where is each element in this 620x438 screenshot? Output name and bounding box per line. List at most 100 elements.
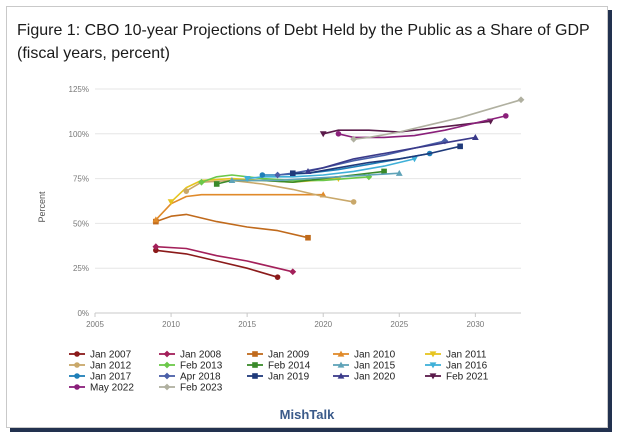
y-axis-ticks: 0% 25% 50% 75% 100% 125% (69, 85, 89, 318)
series-line (353, 99, 522, 140)
legend-item: May 2022 (69, 383, 134, 394)
legend-item: Jan 2008 (159, 350, 222, 361)
series-jan-2007 (153, 247, 281, 280)
chart-title-line-1: Figure 1: CBO 10-year Projections of Deb… (17, 22, 590, 39)
legend-label: Jan 2019 (268, 372, 310, 383)
data-point (471, 133, 479, 140)
series-line (307, 136, 476, 173)
data-point (198, 178, 205, 186)
data-point (274, 171, 281, 179)
legend-swatch-marker (252, 351, 258, 357)
legend-item: Apr 2018 (159, 372, 221, 383)
x-tick-label: 2005 (86, 320, 104, 329)
legend-item: Jan 2012 (69, 361, 132, 372)
legend-swatch-marker (74, 384, 80, 390)
legend-swatch-marker (163, 361, 171, 369)
series-line (155, 213, 309, 239)
gridlines (95, 88, 521, 314)
legend-item: Jan 2020 (333, 372, 396, 383)
data-point (517, 96, 525, 104)
data-point (152, 216, 160, 223)
x-tick-label: 2025 (390, 320, 408, 329)
legend-swatch-marker (163, 350, 171, 358)
legend-label: Jan 2017 (90, 372, 132, 383)
legend-label: Jan 2008 (180, 350, 222, 361)
legend-item: Jan 2009 (247, 350, 310, 361)
series-line (323, 120, 491, 135)
chart-title: Figure 1: CBO 10-year Projections of Deb… (17, 19, 607, 65)
data-point (457, 143, 463, 150)
legend-swatch-marker (163, 372, 171, 380)
legend-item: Jan 2015 (333, 361, 396, 372)
legend-label: May 2022 (90, 383, 134, 394)
x-tick-label: 2020 (314, 320, 332, 329)
legend-item: Jan 2011 (425, 350, 487, 361)
legend-swatch-marker (337, 372, 345, 379)
legend-swatch-marker (337, 361, 345, 368)
legend-item: Feb 2023 (159, 383, 223, 394)
series-line (170, 177, 339, 203)
legend-label: Jan 2009 (268, 350, 310, 361)
legend-item: Jan 2016 (425, 361, 488, 372)
x-tick-label: 2015 (238, 320, 256, 329)
legend-label: Apr 2018 (180, 372, 221, 383)
data-point (153, 247, 159, 254)
legend-swatch-marker (252, 373, 258, 379)
x-tick-label: 2010 (162, 320, 180, 329)
legend-label: Jan 2020 (354, 372, 396, 383)
legend-swatch-marker (337, 350, 345, 357)
data-point (411, 156, 418, 163)
data-point (319, 131, 327, 138)
series-jan-2008 (152, 243, 297, 276)
legend-swatch-marker (74, 362, 80, 368)
series-jan-2010 (152, 191, 327, 223)
data-point (259, 172, 266, 178)
legend-label: Feb 2013 (180, 361, 223, 372)
y-tick-label: 75% (73, 175, 89, 184)
legend-swatch-marker (429, 351, 437, 358)
source-credit: MishTalk (279, 407, 335, 422)
y-tick-label: 25% (73, 264, 89, 273)
data-point (289, 170, 296, 177)
series-line (155, 193, 324, 221)
data-point (381, 168, 387, 175)
data-point (502, 113, 509, 119)
legend-item: Feb 2014 (247, 361, 311, 372)
series-jan-2009 (153, 213, 311, 241)
data-point (305, 234, 311, 241)
legend-swatch-marker (429, 373, 437, 380)
series-line (155, 249, 278, 278)
series-jan-2012 (183, 179, 357, 205)
data-point (350, 199, 357, 205)
legend-label: Feb 2014 (268, 361, 311, 372)
legend-item: Jan 2017 (69, 372, 132, 383)
y-tick-label: 125% (69, 85, 89, 94)
series-line (185, 179, 354, 203)
legend-item: Feb 2021 (425, 372, 489, 383)
y-tick-label: 100% (69, 130, 89, 139)
data-point (335, 131, 342, 137)
legend-label: Jan 2007 (90, 350, 132, 361)
legend-swatch-marker (74, 373, 80, 379)
x-tick-label: 2030 (466, 320, 484, 329)
legend-label: Jan 2010 (354, 350, 396, 361)
legend-label: Jan 2016 (446, 361, 488, 372)
legend-swatch-marker (163, 383, 171, 391)
legend-label: Jan 2012 (90, 361, 132, 372)
legend-item: Jan 2007 (69, 350, 132, 361)
legend-item: Feb 2013 (159, 361, 223, 372)
figure-frame: Figure 1: CBO 10-year Projections of Deb… (6, 6, 608, 428)
data-point (152, 243, 160, 251)
series-line (201, 174, 369, 183)
data-point (274, 274, 281, 280)
legend-label: Jan 2015 (354, 361, 396, 372)
y-tick-label: 0% (77, 309, 89, 318)
data-point (304, 168, 312, 175)
data-point (228, 176, 236, 183)
series-line (155, 245, 293, 273)
series-lines (152, 96, 525, 280)
legend-swatch-marker (74, 351, 80, 357)
series-jan-2020 (304, 133, 479, 175)
legend-label: Feb 2021 (446, 372, 489, 383)
legend-item: Jan 2010 (333, 350, 396, 361)
